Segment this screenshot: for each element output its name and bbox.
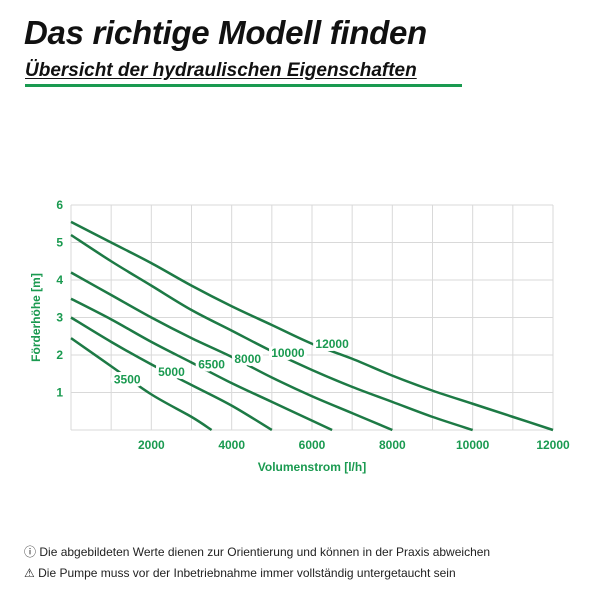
- info-note-text: Die abgebildeten Werte dienen zur Orient…: [39, 545, 491, 559]
- curve-10000: [70, 233, 474, 432]
- curve-label-6500: 6500: [198, 357, 225, 371]
- x-tick-label: 10000: [456, 438, 490, 452]
- curve-12000: [70, 220, 554, 432]
- y-tick-label: 2: [56, 348, 63, 362]
- info-note: ⓘ Die abgebildeten Werte dienen zur Orie…: [24, 543, 490, 560]
- info-icon: ⓘ: [24, 545, 37, 559]
- curve-6500: [70, 297, 333, 432]
- y-tick-label: 6: [56, 198, 63, 212]
- y-tick-label: 5: [56, 236, 63, 250]
- curve-label-3500: 3500: [114, 372, 141, 386]
- curve-label-5000: 5000: [158, 365, 185, 379]
- x-axis-label: Volumenstrom [l/h]: [258, 460, 366, 474]
- curve-3500: [70, 337, 213, 432]
- y-axis-label: Förderhöhe [m]: [29, 273, 43, 362]
- x-tick-label: 6000: [299, 438, 326, 452]
- y-tick-label: 1: [56, 386, 63, 400]
- warning-note-text: Die Pumpe muss vor der Inbetriebnahme im…: [38, 566, 456, 580]
- y-tick-label: 3: [56, 311, 63, 325]
- title-underline-divider: [25, 84, 462, 87]
- y-tick-label: 4: [56, 273, 63, 287]
- x-tick-label: 2000: [138, 438, 165, 452]
- curve-label-8000: 8000: [234, 352, 261, 366]
- page-subtitle: Übersicht der hydraulischen Eigenschafte…: [25, 60, 417, 81]
- curve-label-12000: 12000: [315, 337, 349, 351]
- page-title: Das richtige Modell finden: [24, 14, 427, 51]
- x-tick-label: 4000: [218, 438, 245, 452]
- curve-8000: [70, 271, 393, 432]
- warning-icon: ⚠: [24, 566, 35, 580]
- performance-chart: 2000 4000 6000 8000 10000 12000 1 2 3 4 5 6 Volumens…: [29, 198, 570, 474]
- curve-5000: [70, 316, 273, 432]
- x-tick-label: 8000: [379, 438, 406, 452]
- warning-note: ⚠ Die Pumpe muss vor der Inbetriebnahme …: [24, 566, 456, 580]
- x-tick-label: 12000: [536, 438, 570, 452]
- curve-label-10000: 10000: [271, 346, 305, 360]
